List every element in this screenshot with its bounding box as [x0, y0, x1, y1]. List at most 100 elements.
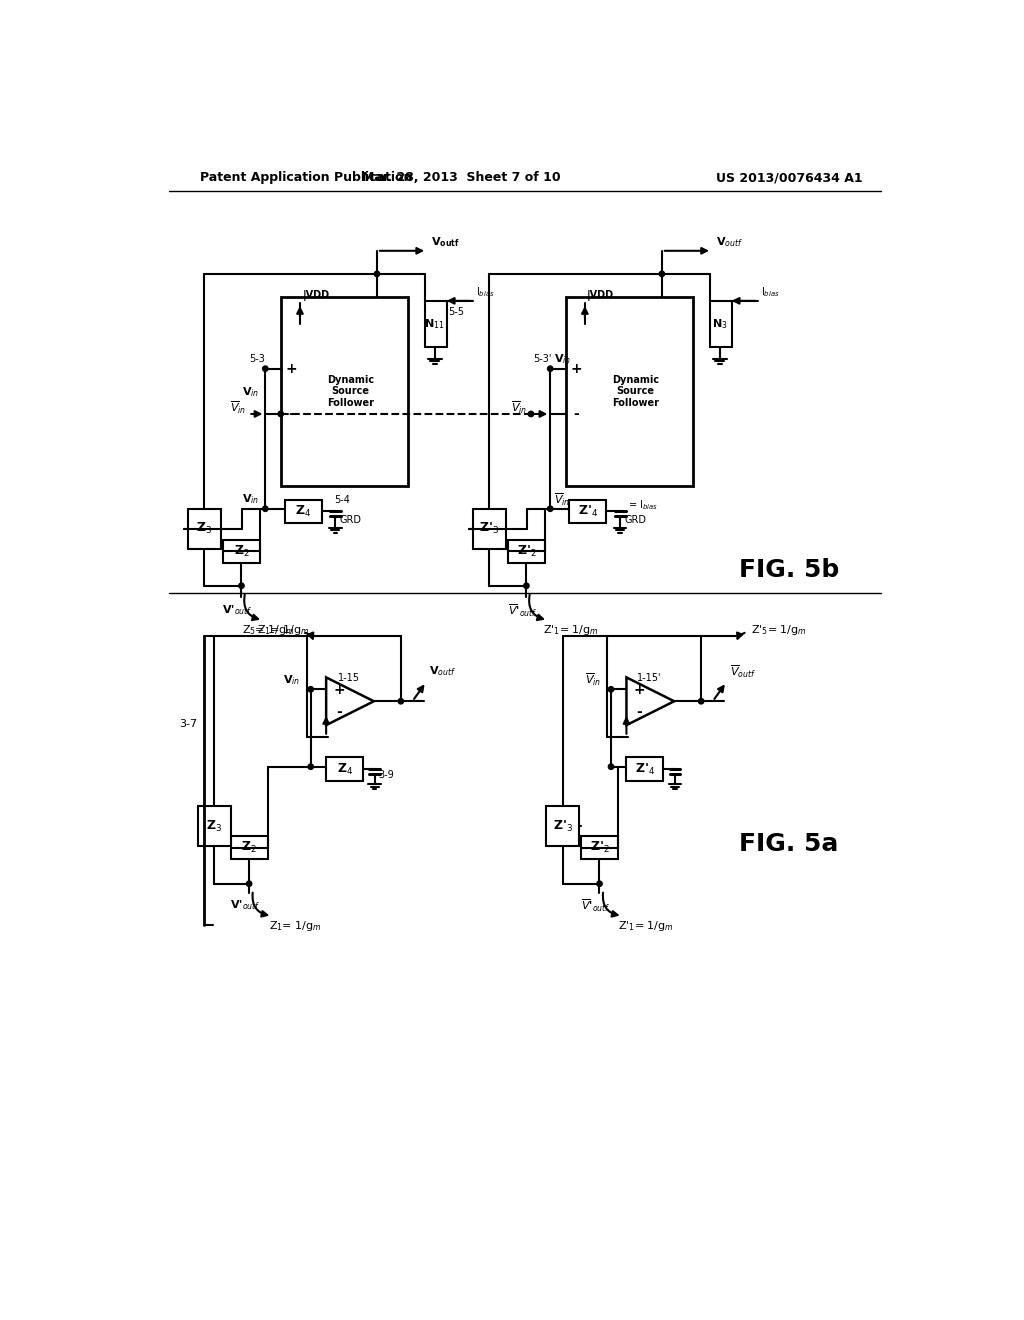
Text: V$_{in}$: V$_{in}$: [554, 352, 571, 367]
Bar: [230, 836, 267, 859]
Text: $\overline{V}$'$_{outf}$: $\overline{V}$'$_{outf}$: [581, 898, 610, 913]
Text: Z'$_1$= 1/g$_m$: Z'$_1$= 1/g$_m$: [543, 623, 599, 638]
Text: +: +: [634, 684, 645, 697]
Bar: [581, 836, 617, 859]
Text: Z$_3$: Z$_3$: [197, 521, 213, 536]
Circle shape: [278, 412, 284, 417]
Text: 5-3': 5-3': [534, 355, 552, 364]
Text: Z'$_3$: Z'$_3$: [553, 818, 572, 833]
Text: $\overline{V}$'$_{outf}$: $\overline{V}$'$_{outf}$: [508, 602, 538, 619]
Text: +: +: [570, 362, 583, 376]
Circle shape: [262, 366, 268, 371]
Circle shape: [398, 698, 403, 704]
Text: = I$_{bias}$: = I$_{bias}$: [628, 498, 658, 512]
Text: Z'$_2$: Z'$_2$: [590, 840, 609, 855]
Text: Z$_5$= 1/g$_m$: Z$_5$= 1/g$_m$: [243, 623, 295, 636]
Bar: [565, 297, 692, 486]
Text: V'$_{outf}$: V'$_{outf}$: [222, 603, 253, 618]
Circle shape: [608, 764, 613, 770]
Text: Z$_1$= 1/g$_m$: Z$_1$= 1/g$_m$: [257, 623, 310, 638]
Bar: [223, 540, 260, 562]
Text: 1-15': 1-15': [637, 673, 662, 684]
Text: -: -: [289, 407, 294, 421]
Text: V$_{outf}$: V$_{outf}$: [429, 664, 457, 678]
Text: Z$_1$= 1/g$_m$: Z$_1$= 1/g$_m$: [269, 919, 322, 933]
Text: N$_3$: N$_3$: [712, 317, 727, 331]
Text: Z$_2$: Z$_2$: [233, 544, 249, 558]
Circle shape: [698, 698, 703, 704]
Text: Z$_4$: Z$_4$: [337, 762, 352, 776]
Bar: [281, 297, 408, 486]
Text: 5-3: 5-3: [250, 355, 265, 364]
Text: V$_{in}$: V$_{in}$: [242, 492, 259, 507]
Text: $\overline{V}_{in}$: $\overline{V}_{in}$: [585, 672, 601, 688]
Circle shape: [548, 506, 553, 511]
Bar: [547, 807, 579, 846]
Text: -: -: [573, 407, 580, 421]
Bar: [425, 301, 447, 347]
Text: FIG. 5a: FIG. 5a: [739, 832, 839, 855]
Text: $\overline{V}_{outf}$: $\overline{V}_{outf}$: [730, 663, 756, 680]
Text: Z$_3$: Z$_3$: [207, 818, 222, 833]
Bar: [627, 758, 664, 780]
Bar: [199, 807, 230, 846]
Text: Patent Application Publication: Patent Application Publication: [200, 172, 413, 185]
Text: |VDD: |VDD: [302, 290, 330, 301]
Text: Z'$_4$: Z'$_4$: [578, 503, 598, 519]
Text: $\overline{V}_{in}$: $\overline{V}_{in}$: [230, 400, 247, 416]
Text: FIG. 5b: FIG. 5b: [738, 558, 839, 582]
Bar: [569, 499, 606, 523]
Bar: [711, 301, 732, 347]
Circle shape: [523, 583, 529, 589]
Text: Z'$_5$= 1/g$_m$: Z'$_5$= 1/g$_m$: [752, 623, 807, 636]
Bar: [326, 758, 364, 780]
Circle shape: [247, 880, 252, 887]
Text: I$_{bias}$: I$_{bias}$: [476, 285, 495, 300]
Text: US 2013/0076434 A1: US 2013/0076434 A1: [716, 172, 862, 185]
Text: -: -: [336, 705, 342, 719]
Circle shape: [262, 506, 268, 511]
Circle shape: [608, 686, 613, 692]
Text: 5-5: 5-5: [449, 306, 465, 317]
Text: V$_\mathregular{outf}$: V$_\mathregular{outf}$: [431, 235, 460, 249]
Text: GRD: GRD: [625, 515, 646, 525]
Text: Z'$_2$: Z'$_2$: [516, 544, 537, 558]
Circle shape: [597, 880, 602, 887]
Text: 5-4: 5-4: [335, 495, 350, 504]
Text: Dynamic
Source
Follower: Dynamic Source Follower: [327, 375, 374, 408]
Bar: [473, 508, 506, 549]
Text: V$_{in}$: V$_{in}$: [242, 385, 259, 399]
Bar: [188, 508, 220, 549]
Circle shape: [548, 366, 553, 371]
Text: V$_{outf}$: V$_{outf}$: [716, 235, 743, 249]
Text: $\overline{V}_{in}$: $\overline{V}_{in}$: [554, 491, 570, 508]
Text: Z'$_1$= 1/g$_m$: Z'$_1$= 1/g$_m$: [617, 919, 674, 933]
Text: GRD: GRD: [339, 515, 361, 525]
Circle shape: [308, 764, 313, 770]
Bar: [285, 499, 322, 523]
Text: -: -: [637, 705, 642, 719]
Text: +: +: [286, 362, 297, 376]
Text: Z'$_3$: Z'$_3$: [479, 521, 500, 536]
Text: Z$_4$: Z$_4$: [295, 503, 311, 519]
Circle shape: [308, 686, 313, 692]
Text: Dynamic
Source
Follower: Dynamic Source Follower: [611, 375, 658, 408]
Text: Z$_2$: Z$_2$: [242, 840, 257, 855]
Text: I$_{bias}$: I$_{bias}$: [761, 285, 780, 300]
Text: 3-9: 3-9: [379, 770, 394, 780]
Text: 1-15: 1-15: [338, 673, 359, 684]
Text: |VDD: |VDD: [587, 290, 614, 301]
Circle shape: [374, 271, 380, 277]
Bar: [508, 540, 545, 562]
Text: Z'$_4$: Z'$_4$: [635, 762, 655, 776]
Circle shape: [659, 271, 665, 277]
Text: $\overline{V}_{in}$: $\overline{V}_{in}$: [511, 400, 527, 416]
Text: Mar. 28, 2013  Sheet 7 of 10: Mar. 28, 2013 Sheet 7 of 10: [362, 172, 561, 185]
Text: V$_{in}$: V$_{in}$: [284, 673, 301, 686]
Text: N$_{11}$: N$_{11}$: [424, 317, 445, 331]
Text: V'$_{outf}$: V'$_{outf}$: [230, 899, 260, 912]
Circle shape: [528, 412, 534, 417]
Text: +: +: [334, 684, 345, 697]
Text: 3-7: 3-7: [179, 719, 198, 730]
Circle shape: [239, 583, 244, 589]
